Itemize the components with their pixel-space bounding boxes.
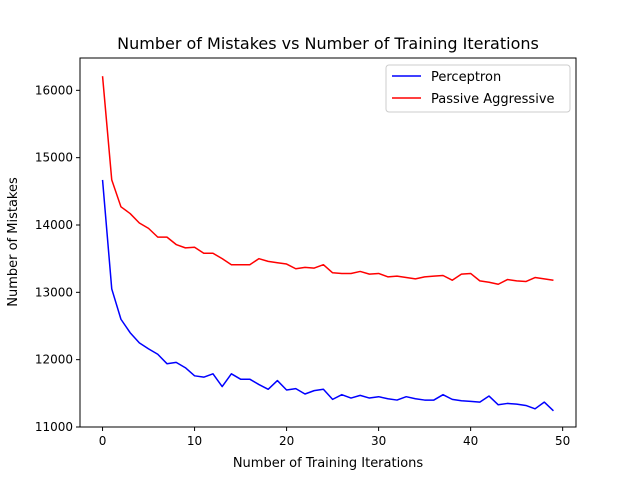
legend-label-perceptron: Perceptron bbox=[431, 70, 501, 85]
y-tick-label: 11000 bbox=[35, 420, 73, 434]
x-tick-label: 10 bbox=[187, 434, 202, 448]
y-tick-label: 14000 bbox=[35, 218, 73, 232]
x-tick-label: 20 bbox=[279, 434, 294, 448]
plot-area bbox=[79, 57, 577, 428]
y-tick-label: 15000 bbox=[35, 151, 73, 165]
y-tick-label: 12000 bbox=[35, 353, 73, 367]
y-tick-label: 13000 bbox=[35, 285, 73, 299]
series-line-perceptron bbox=[101, 179, 554, 412]
x-axis: 0 10 20 30 40 50 bbox=[99, 427, 570, 448]
x-tick-label: 0 bbox=[99, 434, 107, 448]
y-tick-label: 16000 bbox=[35, 83, 73, 97]
x-tick-label: 50 bbox=[555, 434, 570, 448]
legend-label-passive-aggressive: Passive Aggressive bbox=[431, 92, 555, 107]
legend: Perceptron Passive Aggressive bbox=[385, 64, 571, 113]
y-axis: 11000 12000 13000 14000 15000 16000 bbox=[35, 83, 80, 434]
x-tick-label: 30 bbox=[371, 434, 386, 448]
series-line-passive-aggressive bbox=[101, 76, 554, 285]
plot-frame bbox=[79, 57, 577, 428]
y-axis-label: Number of Mistakes bbox=[6, 177, 21, 307]
x-tick-label: 40 bbox=[463, 434, 478, 448]
legend-box bbox=[385, 64, 571, 113]
x-axis-label: Number of Training Iterations bbox=[233, 456, 424, 471]
chart-title: Number of Mistakes vs Number of Training… bbox=[117, 34, 539, 53]
